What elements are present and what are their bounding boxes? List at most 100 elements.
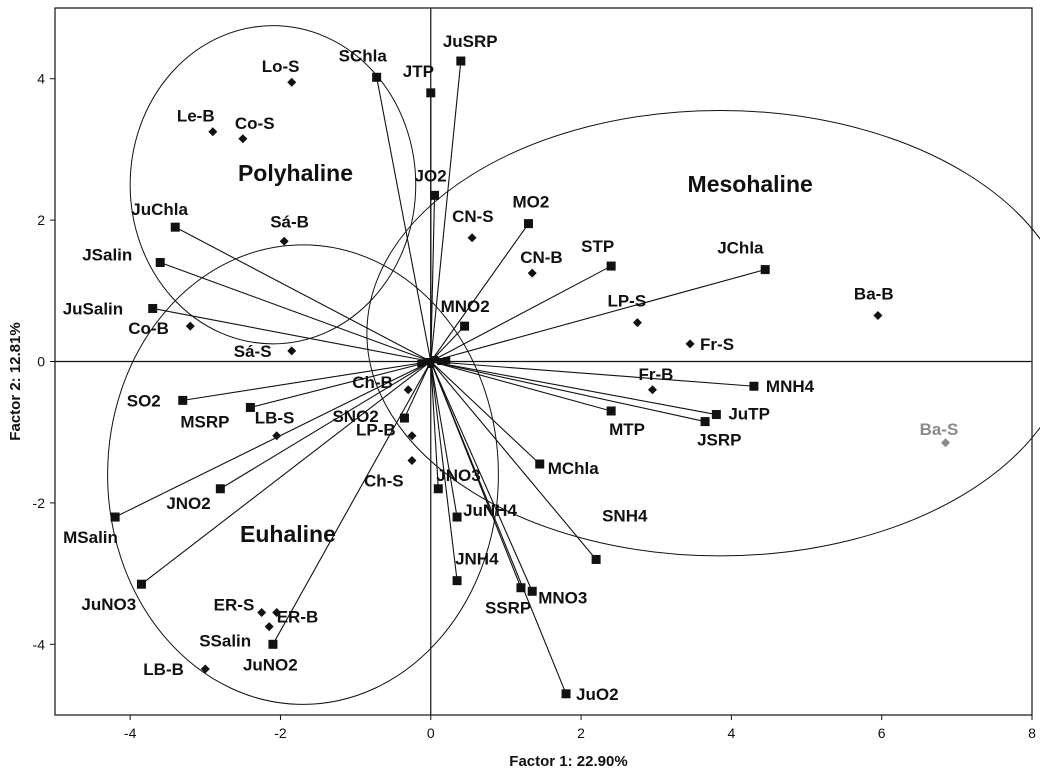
variable-label-jutp: JuTP [728,405,770,424]
tick-labels: -4 -2 0 2 4 6 8 4 2 0 -2 -4 [33,71,1037,741]
site-point-cn-s [467,233,477,243]
site-label-ba-b: Ba-B [854,285,894,304]
site-label-er-s: ER-S [214,595,255,614]
vector-juno3 [141,361,432,585]
variable-label-jusalin: JuSalin [63,299,123,318]
site-point-co-s [238,134,248,144]
variable-label-mno3: MNO3 [538,588,587,607]
vector-jutp [430,360,717,416]
site-point-lp-b [407,431,417,441]
site-point-fr-s [685,339,695,349]
variable-point-sno2 [399,413,409,423]
site-point-er-s [257,607,267,617]
site-label-ssalin: SSalin [199,632,251,651]
vector-msalin [114,361,432,518]
vector-mchla [430,361,541,465]
cluster-ellipses: Polyhaline Mesohaline Euhaline [107,25,1040,705]
region-label-mesohaline: Mesohaline [688,171,813,197]
variable-point-juno2 [268,639,278,649]
vector-jchla [430,269,766,363]
site-label-cn-b: CN-B [520,248,563,267]
site-point-cn-b [527,268,537,278]
origin-cluster-point [423,358,431,365]
variable-point-jno3 [433,484,443,494]
y-tick-label: -4 [33,636,46,652]
variable-point-snh4 [591,554,601,564]
site-label-lb-b: LB-B [143,660,184,679]
variable-label-ssrp: SSRP [485,599,531,618]
site-label-le-b: Le-B [177,107,215,126]
variable-point-jo2 [430,190,440,200]
variable-label-jo2: JO2 [415,166,447,185]
site-label-cn-s: CN-S [452,207,494,226]
site-point-lp-s [632,318,642,328]
variable-label-so2: SO2 [127,391,161,410]
site-point-ssalin [264,622,274,632]
variable-label-msrp: MSRP [180,412,229,431]
vector-jusrp [430,60,462,362]
site-point-fr-b [647,385,657,395]
vector-mno3 [430,361,533,592]
variable-label-schla: SChla [339,46,388,65]
variable-label-jno2: JNO2 [166,494,210,513]
site-label-lp-b: LP-B [356,421,396,440]
variable-label-juchla: JuChla [131,200,188,219]
variable-point-junh4 [452,512,462,522]
vector-mnh4 [430,360,754,387]
y-axis-title: Factor 2: 12.81% [7,322,24,440]
vector-msrp [250,360,431,408]
site-label-fr-s: Fr-S [700,335,734,354]
variable-point-jsrp [700,417,710,427]
variable-point-juo2 [561,689,571,699]
vector-juno2 [272,361,432,645]
x-tick-label: 0 [427,725,435,741]
variable-point-jchla [760,265,770,275]
variable-label-mo2: MO2 [512,193,549,212]
vector-jo2 [430,195,436,362]
variable-label-jsalin: JSalin [82,246,132,265]
variable-point-juno3 [136,579,146,589]
variable-label-jnh4: JNH4 [455,550,499,569]
x-tick-label: 4 [727,725,735,741]
variable-point-jusrp [456,56,466,66]
x-tick-label: 8 [1028,725,1036,741]
region-ellipse-polyhaline [129,25,417,345]
variable-label-juno2: JuNO2 [243,655,298,674]
variable-label-stp: STP [581,237,614,256]
vector-sno2 [403,361,432,419]
variable-point-jnh4 [452,576,462,586]
site-point-ba-s [941,438,951,448]
origin-cluster-point [437,358,445,365]
y-tick-label: 2 [37,212,45,228]
variable-label-juno3: JuNO3 [81,595,136,614]
site-label-co-s: Co-S [235,114,275,133]
variable-point-mno3 [527,586,537,596]
y-tick-label: 4 [37,71,45,87]
vector-so2 [182,360,431,401]
site-label-lp-s: LP-S [607,292,646,311]
variable-point-mchla [535,459,545,469]
variable-point-jutp [711,410,721,420]
region-ellipse-mesohaline [366,110,1040,557]
variable-point-juchla [170,222,180,232]
site-point-lb-b [200,664,210,674]
site-label-sá-b: Sá-B [270,212,309,231]
origin-cluster-point [427,361,435,368]
variable-label-msalin: MSalin [63,528,118,547]
site-label-co-b: Co-B [128,319,169,338]
variable-point-jtp [426,88,436,98]
x-tick-label: 6 [878,725,886,741]
variable-label-mtp: MTP [609,420,645,439]
vector-jnh4 [430,361,458,581]
site-label-lo-s: Lo-S [262,57,300,76]
variable-point-mo2 [523,219,533,229]
vector-mtp [430,360,612,412]
vector-jno2 [220,361,432,490]
variable-point-stp [606,261,616,271]
region-label-euhaline: Euhaline [240,521,336,547]
variable-label-junh4: JuNH4 [463,501,517,520]
variable-label-mnh4: MNH4 [766,377,815,396]
site-label-lb-s: LB-S [255,409,295,428]
variable-point-so2 [178,395,188,405]
